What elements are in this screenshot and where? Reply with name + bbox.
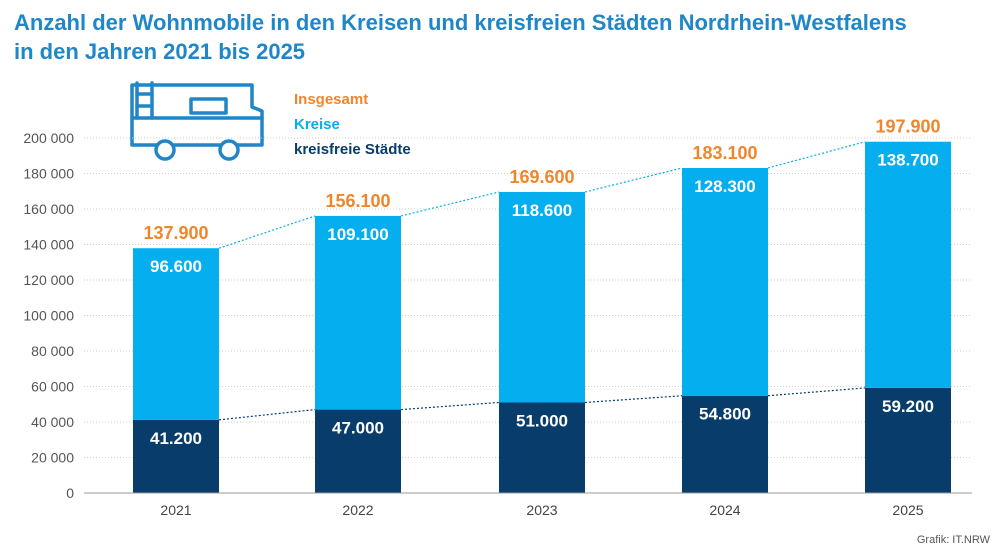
y-tick-label: 200 000 (23, 130, 74, 146)
bar-kreise (133, 248, 219, 420)
total-value-label: 137.900 (143, 223, 208, 243)
y-tick-label: 0 (66, 485, 74, 501)
bar-kreisfreie-staedte (499, 402, 585, 493)
x-tick-label: 2021 (160, 502, 191, 518)
bar-kreise (682, 167, 768, 396)
legend-insgesamt: Insgesamt (294, 91, 368, 108)
bar-kreisfreie-staedte (315, 409, 401, 493)
x-tick-label: 2023 (526, 502, 557, 518)
total-trend-line (767, 141, 866, 169)
kreise-value-label: 128.300 (694, 177, 755, 196)
y-tick-label: 60 000 (31, 379, 74, 395)
staedte-trend-line (400, 401, 500, 411)
total-trend-line (218, 215, 316, 249)
total-value-label: 183.100 (692, 143, 757, 163)
staedte-value-label: 59.200 (882, 397, 934, 416)
total-value-label: 169.600 (509, 167, 574, 187)
bar-kreisfreie-staedte (682, 395, 768, 493)
y-tick-label: 80 000 (31, 343, 74, 359)
y-tick-label: 120 000 (23, 272, 74, 288)
bars (133, 141, 951, 493)
staedte-value-label: 51.000 (516, 411, 568, 430)
x-tick-label: 2025 (892, 502, 923, 518)
bar-kreisfreie-staedte (865, 387, 951, 493)
kreise-value-label: 96.600 (150, 257, 202, 276)
kreise-value-label: 118.600 (512, 201, 573, 220)
legend-kreisfreie-staedte: kreisfreie Städte (294, 141, 411, 158)
kreise-value-label: 109.100 (327, 225, 388, 244)
y-tick-label: 20 000 (31, 450, 74, 466)
total-trend-line (400, 191, 500, 217)
x-axis: 2021 2022 2023 2024 2025 (84, 492, 972, 518)
bar-kreise (499, 191, 585, 403)
x-tick-label: 2024 (709, 502, 740, 518)
trend-connectors (218, 141, 866, 421)
legend-kreise: Kreise (294, 116, 340, 133)
y-tick-label: 100 000 (23, 308, 74, 324)
x-tick-label: 2022 (342, 502, 373, 518)
legend: Insgesamt Kreise kreisfreie Städte (294, 91, 411, 158)
total-value-label: 156.100 (325, 191, 390, 211)
data-labels: 137.900 96.600 41.200 156.100 109.100 47.000 1… (143, 117, 940, 448)
y-axis: 0 20 000 40 000 60 000 80 000 100 000 120 000 1… (23, 130, 74, 501)
staedte-trend-line (584, 395, 683, 404)
chart-title-line-2: in den Jahren 2021 bis 2025 (14, 39, 306, 64)
staedte-value-label: 47.000 (332, 419, 384, 438)
bar-kreise (865, 141, 951, 388)
bar-kreise (315, 215, 401, 410)
kreise-value-label: 138.700 (877, 151, 938, 170)
y-tick-label: 40 000 (31, 414, 74, 430)
staedte-value-label: 54.800 (699, 405, 751, 424)
total-value-label: 197.900 (875, 117, 940, 137)
chart-title-line-1: Anzahl der Wohnmobile in den Kreisen und… (14, 10, 907, 35)
source-credit: Grafik: IT.NRW (916, 534, 990, 546)
camper-van-icon (130, 81, 264, 161)
total-trend-line (584, 167, 683, 193)
staedte-value-label: 41.200 (150, 429, 202, 448)
chart-title: Anzahl der Wohnmobile in den Kreisen und… (14, 8, 907, 66)
staedte-trend-line (218, 408, 316, 421)
y-tick-label: 180 000 (23, 166, 74, 182)
bar-kreisfreie-staedte (133, 419, 219, 493)
y-tick-label: 140 000 (23, 237, 74, 253)
y-tick-label: 160 000 (23, 201, 74, 217)
staedte-trend-line (767, 387, 866, 397)
